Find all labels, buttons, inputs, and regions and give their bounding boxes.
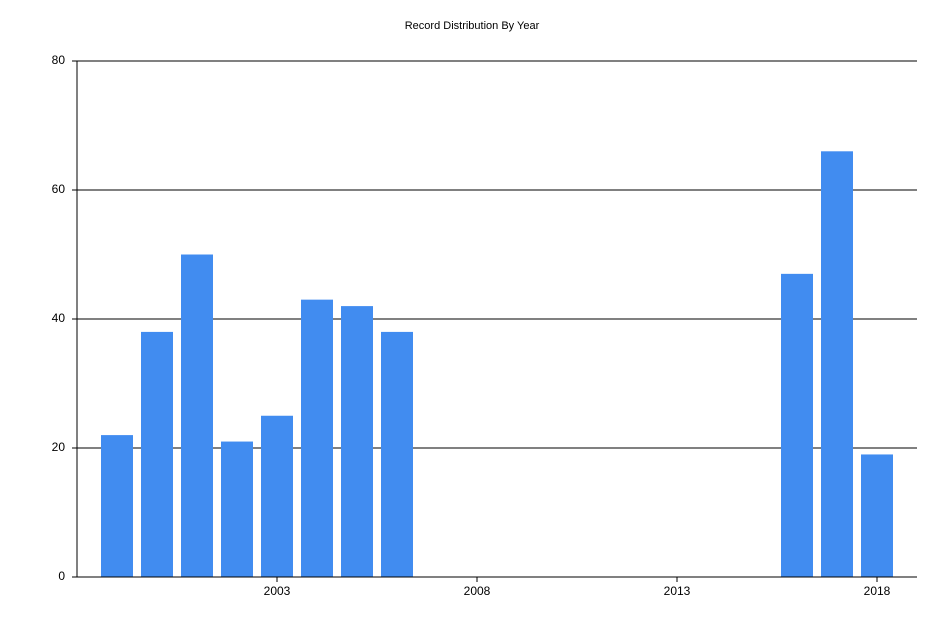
bar [381, 331, 413, 577]
bar [261, 415, 293, 577]
y-tick-label: 0 [58, 569, 65, 583]
bar [221, 441, 253, 577]
x-tick-label: 2013 [664, 584, 691, 598]
x-tick-label: 2018 [864, 584, 891, 598]
x-tick-label: 2003 [264, 584, 291, 598]
bar [861, 454, 893, 577]
bar [341, 306, 373, 577]
y-tick-label: 80 [52, 53, 66, 67]
bar [301, 299, 333, 577]
bar [821, 151, 853, 578]
y-tick-label: 20 [52, 440, 66, 454]
x-tick-label: 2008 [464, 584, 491, 598]
bar [101, 435, 133, 577]
bar [141, 331, 173, 577]
chart-title: Record Distribution By Year [405, 20, 540, 32]
y-tick-label: 40 [52, 311, 66, 325]
y-tick-label: 60 [52, 182, 66, 196]
bar [181, 254, 213, 577]
bar [781, 273, 813, 577]
